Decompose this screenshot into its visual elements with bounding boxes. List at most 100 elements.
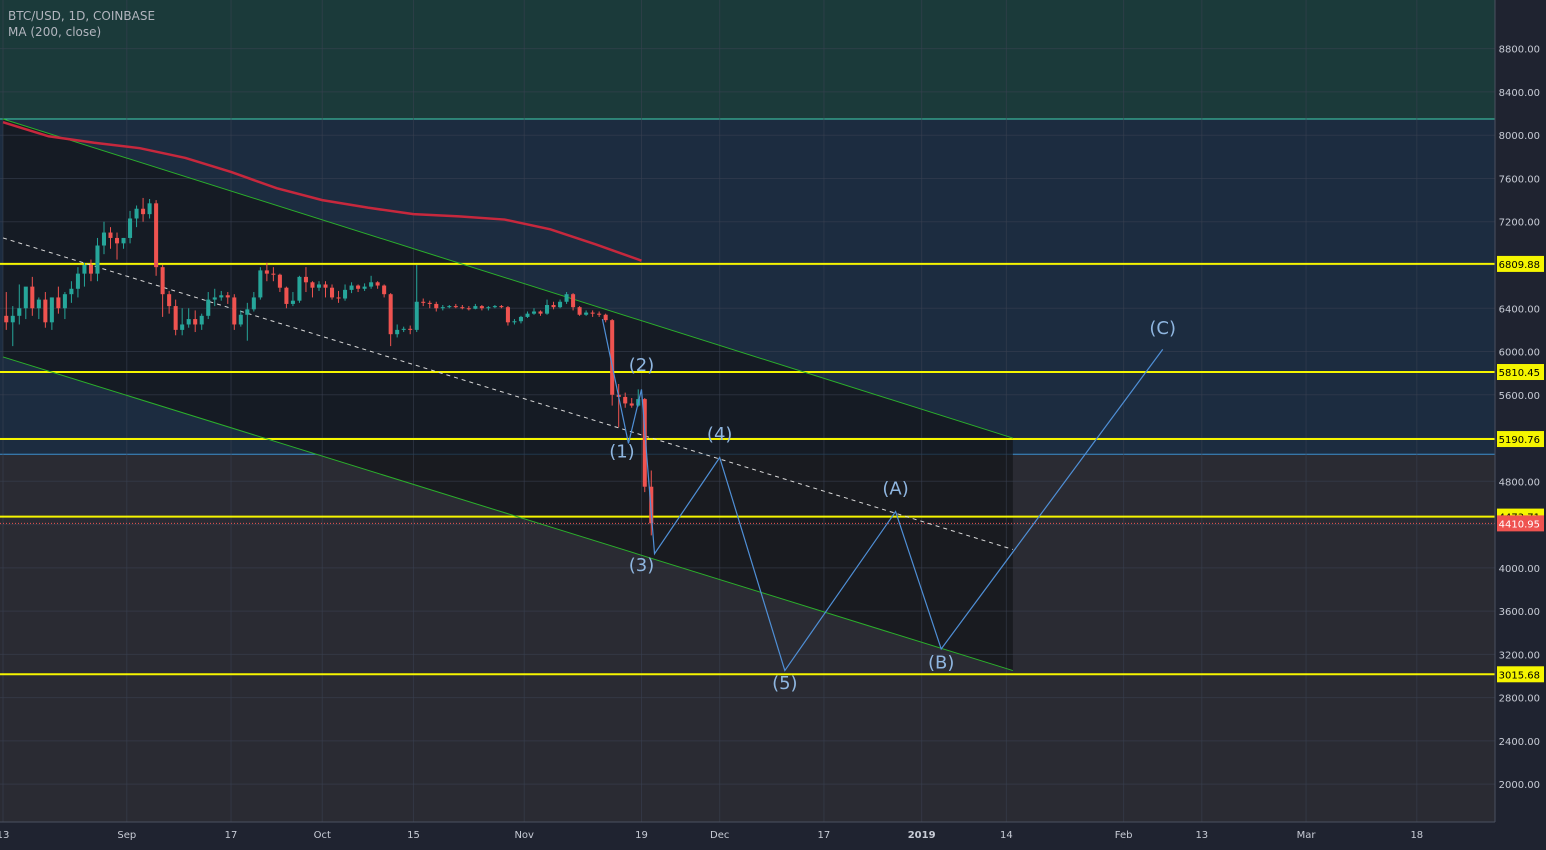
- candle: [238, 310, 243, 327]
- candle: [30, 276, 35, 316]
- candle: [277, 273, 282, 293]
- candle: [303, 267, 308, 293]
- candle-body: [225, 295, 230, 298]
- wave-projection-path: [601, 318, 1164, 672]
- candle: [245, 302, 250, 341]
- candle-body: [10, 315, 15, 323]
- time-tick-label: Feb: [1115, 830, 1133, 841]
- candle: [154, 200, 159, 276]
- candle-body: [160, 267, 165, 295]
- candle: [56, 286, 61, 314]
- price-level-badge: [1497, 255, 1544, 272]
- candle-body: [251, 297, 256, 310]
- candle: [558, 299, 563, 309]
- time-axis-bg: [0, 822, 1495, 846]
- candle-body: [440, 307, 445, 309]
- candle: [518, 315, 523, 324]
- symbol-title[interactable]: BTC/USD, 1D, COINBASE: [8, 9, 156, 23]
- candle: [460, 305, 465, 310]
- candle: [49, 297, 54, 330]
- candle: [75, 267, 80, 298]
- candle: [36, 297, 41, 320]
- price-level-label: 5810.45: [1499, 368, 1540, 379]
- candle-body: [75, 273, 80, 289]
- candle: [610, 319, 615, 406]
- candle-body: [212, 297, 217, 300]
- candle: [128, 210, 133, 244]
- candle-body: [114, 237, 120, 244]
- candle-body: [558, 301, 563, 308]
- candle: [290, 292, 295, 307]
- price-level-badge: [1497, 364, 1544, 381]
- candle-body: [512, 321, 517, 323]
- candle-body: [186, 319, 191, 325]
- indicator-title[interactable]: MA (200, close): [8, 25, 102, 39]
- candle: [603, 313, 608, 323]
- candle: [180, 308, 185, 336]
- candle: [584, 310, 589, 316]
- candle-body: [303, 276, 308, 283]
- candle: [336, 290, 341, 303]
- candle-body: [545, 305, 550, 314]
- candle-body: [649, 486, 654, 524]
- candle: [356, 284, 361, 293]
- channel-upper-line: [2, 118, 1014, 439]
- candle-body: [571, 294, 576, 308]
- wave-label: (A): [882, 478, 908, 499]
- candle: [492, 305, 497, 309]
- candle: [271, 267, 276, 282]
- candle: [597, 311, 602, 317]
- candle-body: [134, 208, 139, 219]
- candle: [101, 221, 107, 255]
- price-tick-label: 8800.00: [1499, 45, 1540, 56]
- wave-label: (2): [629, 355, 655, 376]
- candle-body: [206, 299, 211, 316]
- time-tick-label: Nov: [514, 830, 534, 841]
- candle-body: [69, 288, 74, 295]
- candle: [141, 197, 146, 222]
- price-level-lines: [0, 262, 1495, 676]
- candle-body: [460, 307, 465, 309]
- candle: [4, 292, 9, 330]
- time-tick-label: 13: [0, 830, 9, 841]
- candle: [369, 275, 374, 289]
- candle: [343, 284, 348, 301]
- candle: [330, 284, 335, 300]
- candle: [284, 286, 289, 309]
- price-tick-label: 6000.00: [1499, 348, 1540, 359]
- candle-body: [128, 218, 133, 238]
- candle: [629, 398, 634, 408]
- candle-body: [492, 306, 497, 308]
- candle-body: [499, 306, 504, 308]
- ma-200-layer: [2, 121, 642, 262]
- candle: [395, 324, 400, 338]
- time-tick-label: 2019: [908, 830, 936, 841]
- time-axis: 13 Sep 17 Oct 15 Nov 19 Dec 17 2019 14 Feb 13 Mar 18: [0, 821, 1495, 841]
- candle: [375, 281, 380, 289]
- candle-body: [434, 303, 439, 309]
- candle-body: [238, 314, 243, 325]
- candle-body: [369, 282, 374, 287]
- time-tick-label: 15: [407, 830, 420, 841]
- time-tick-label: 18: [1410, 830, 1423, 841]
- candle: [186, 308, 191, 328]
- candle: [434, 301, 439, 312]
- candle: [206, 292, 211, 320]
- candle-body: [232, 297, 237, 325]
- candle: [82, 262, 87, 287]
- candle: [525, 311, 530, 318]
- chart-legend: BTC/USD, 1D, COINBASE MA (200, close): [8, 8, 155, 40]
- time-tick-label: 17: [225, 830, 238, 841]
- wave-label: (4): [707, 424, 733, 445]
- candle-body: [518, 316, 523, 322]
- candle-body: [336, 297, 341, 299]
- price-tick-label: 7600.00: [1499, 174, 1540, 185]
- price-tick-label: 2000.00: [1499, 780, 1540, 791]
- candle-body: [121, 237, 126, 244]
- candle-body: [505, 307, 510, 323]
- candle-body: [486, 307, 491, 309]
- candle-body: [30, 286, 35, 309]
